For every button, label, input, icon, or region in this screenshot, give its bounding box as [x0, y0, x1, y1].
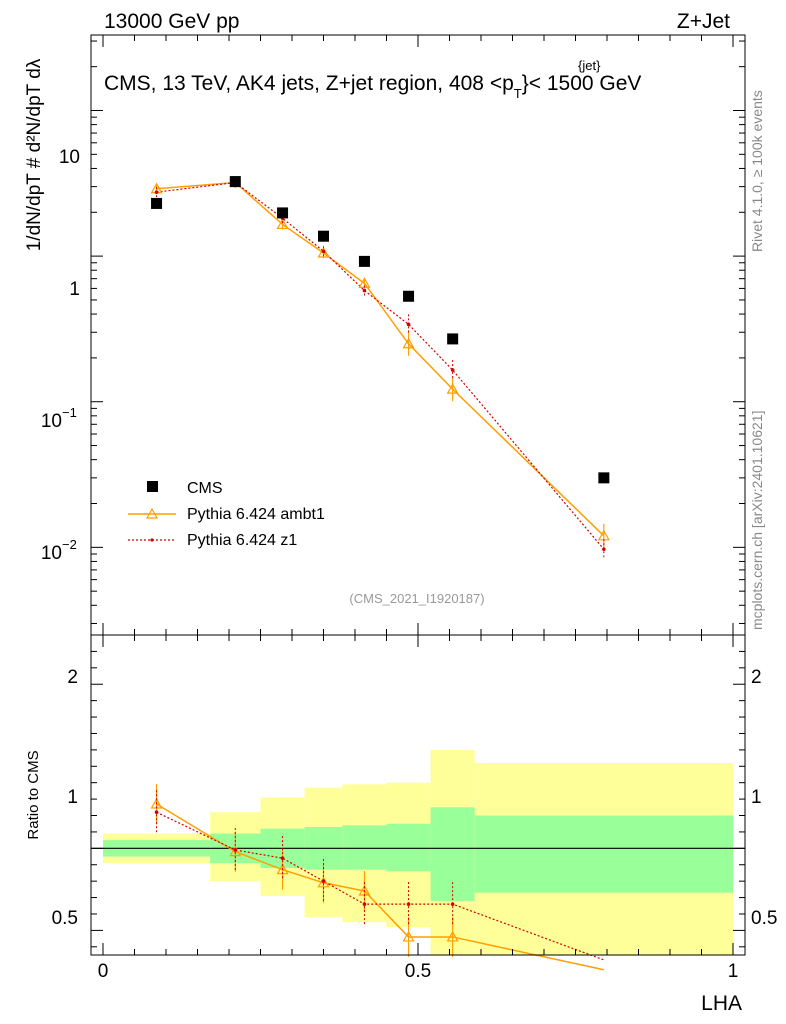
ratio-z1-point-4 [362, 902, 367, 906]
rivet-label: Rivet 4.1.0, ≥ 100k events [749, 90, 765, 252]
main-ytick-0p01-exp: −2 [62, 537, 77, 552]
main-ambt1-point-6 [446, 382, 459, 394]
ratio-ytick-2: 2 [67, 667, 78, 688]
ratio-z1-point-5 [406, 902, 411, 906]
xtick-1: 1 [728, 961, 739, 982]
ratio-band-inner-6 [430, 807, 475, 901]
main-z1-point-7 [602, 547, 606, 552]
header-energy: 13000 GeV pp [104, 10, 239, 33]
legend-ambt1-marker [145, 507, 159, 519]
ratio-ambt1-point-1 [229, 845, 242, 857]
main-ambt1-point-3 [317, 246, 330, 258]
main-ytick-10: 10 [59, 147, 80, 168]
ratio-z1-point-2 [280, 856, 285, 860]
legend: CMS Pythia 6.424 ambt1 Pythia 6.424 z1 [128, 480, 325, 549]
main-ambt1-point-2 [276, 218, 289, 230]
main-ytick-0p01-base: 10 [41, 543, 62, 564]
plot-title-suffix: }< 1500 GeV [522, 72, 642, 95]
ratio-z1-line [156, 811, 605, 961]
main-cms-point-3 [318, 230, 329, 242]
ratio-z1-point-1 [233, 848, 238, 852]
header-process: Z+Jet [677, 10, 730, 33]
ratio-ylabel: Ratio to CMS [25, 750, 42, 839]
main-z1-point-4 [362, 288, 367, 293]
main-ytick-0p1-base: 10 [41, 411, 62, 432]
ratio-ytick-1-right: 1 [751, 787, 762, 808]
ratio-band-inner-5 [386, 823, 431, 872]
main-z1-line [156, 181, 605, 550]
main-z1-point-5 [406, 322, 411, 327]
main-ylabel-text: 1/dN/dpT # d²N/dpT dλ [24, 58, 45, 251]
main-z1-point-0 [154, 190, 159, 194]
ratio-ytick-0p5-right: 0.5 [751, 908, 777, 929]
ratio-bands [91, 749, 745, 955]
plot-title-sub: T [514, 86, 522, 101]
ratio-ytick-1: 1 [67, 787, 78, 808]
main-ytick-0p01: 10 [41, 543, 62, 564]
main-ylabel: 1/dN/dpT # d²N/dpT dλ [24, 58, 45, 251]
main-cms-point-0 [151, 197, 163, 209]
ratio-z1-point-6 [450, 902, 455, 906]
plot-title-sup: {jet} [578, 58, 601, 73]
legend-cms-marker [147, 481, 158, 492]
main-cms-point-1 [229, 176, 241, 188]
main-series [150, 176, 610, 560]
axes [90, 34, 746, 956]
ratio-ytick-0p5: 0.5 [52, 908, 78, 929]
ratio-ambt1-point-3 [317, 876, 330, 888]
ratio-ambt1-point-5 [402, 930, 415, 942]
main-cms-point-5 [403, 290, 415, 302]
main-ambt1-line [156, 181, 605, 537]
plot-title-prefix: CMS, 13 TeV, AK4 jets, Z+jet region, 408… [104, 72, 514, 95]
main-cms-point-7 [598, 472, 610, 484]
mcplots-label: mcplots.cern.ch [arXiv:2401.10621] [749, 411, 765, 630]
ratio-band-inner-4 [342, 825, 387, 870]
main-cms-point-2 [277, 207, 289, 219]
ratio-ytick-2-right: 2 [751, 667, 762, 688]
ratio-series [150, 784, 605, 971]
ratio-band-inner-7 [474, 815, 733, 893]
main-ytick-0p1: 10 [41, 411, 62, 432]
xaxis-label: LHA [701, 992, 742, 1015]
main-ytick-1: 1 [69, 279, 80, 300]
xtick-0p5: 0.5 [405, 961, 431, 982]
legend-z1-marker [150, 538, 154, 542]
main-ambt1-point-5 [402, 337, 415, 349]
ratio-z1-point-0 [154, 810, 159, 815]
main-z1-point-6 [450, 368, 455, 372]
main-ytick-0p1-exp: −1 [62, 405, 77, 420]
main-z1-point-3 [321, 249, 326, 254]
legend-z1-label: Pythia 6.424 z1 [187, 532, 297, 549]
legend-ambt1-label: Pythia 6.424 ambt1 [187, 506, 325, 523]
xtick-0: 0 [98, 961, 109, 982]
ratio-z1-point-3 [321, 879, 326, 883]
legend-cms-label: CMS [187, 480, 223, 497]
plot-title: CMS, 13 TeV, AK4 jets, Z+jet region, 408… [104, 72, 641, 101]
main-cms-point-4 [358, 255, 370, 267]
ratio-ambt1-line [156, 803, 605, 971]
analysis-id: (CMS_2021_I1920187) [349, 591, 484, 606]
main-cms-point-6 [447, 333, 459, 345]
ratio-ambt1-point-6 [446, 930, 459, 942]
